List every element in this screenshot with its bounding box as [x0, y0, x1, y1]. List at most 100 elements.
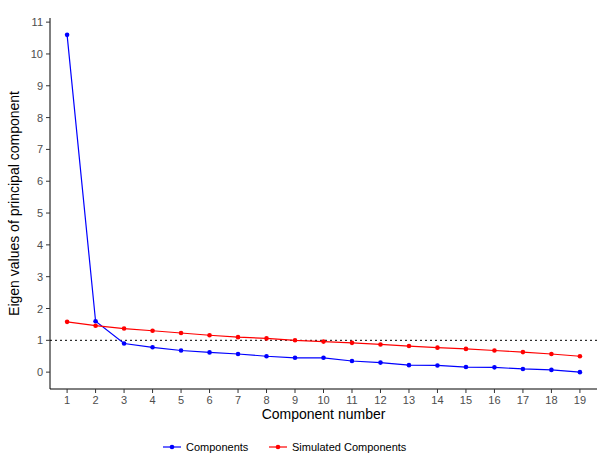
series-point [93, 319, 98, 324]
series-point [350, 341, 355, 346]
x-tick-label: 5 [178, 394, 184, 406]
x-tick-label: 6 [206, 394, 212, 406]
series-point [293, 356, 298, 361]
series-point [407, 363, 412, 368]
x-tick [152, 389, 153, 393]
series-point [578, 354, 583, 359]
x-tick-label: 14 [431, 394, 443, 406]
y-tick-label: 1 [37, 334, 43, 346]
series-point [549, 352, 554, 357]
y-tick [46, 308, 50, 309]
series-point [236, 352, 241, 357]
y-tick [46, 372, 50, 373]
series-point [407, 344, 412, 349]
x-tick-label: 11 [346, 394, 357, 406]
series-point [521, 350, 526, 355]
x-tick [494, 389, 495, 393]
y-axis-line [50, 18, 51, 389]
series-point [578, 370, 583, 375]
x-tick-label: 8 [263, 394, 269, 406]
x-tick [209, 389, 210, 393]
series-point [179, 331, 184, 336]
series-point [150, 328, 155, 333]
y-tick-label: 5 [37, 207, 43, 219]
legend-label: Components [186, 441, 249, 453]
x-tick-label: 3 [121, 394, 127, 406]
series-point [236, 335, 241, 340]
x-tick [408, 389, 409, 393]
x-tick [181, 389, 182, 393]
y-tick-label: 9 [37, 80, 43, 92]
series-point [492, 365, 497, 370]
series-point [464, 347, 469, 352]
series-point [321, 356, 326, 361]
y-tick-label: 2 [37, 303, 43, 315]
series-point [65, 33, 70, 38]
x-tick-label: 17 [517, 394, 529, 406]
series-line [67, 35, 580, 372]
series-point [521, 367, 526, 372]
x-tick [351, 389, 352, 393]
legend-label: Simulated Components [292, 441, 407, 453]
y-tick [46, 340, 50, 341]
y-tick-label: 6 [37, 175, 43, 187]
x-tick [295, 389, 296, 393]
x-tick-label: 13 [403, 394, 415, 406]
series-point [435, 363, 440, 368]
series-point [549, 368, 554, 373]
y-tick [46, 53, 50, 54]
series-point [207, 333, 212, 338]
series-point [293, 338, 298, 343]
series-point [150, 345, 155, 350]
y-tick-label: 4 [37, 239, 43, 251]
y-tick [46, 22, 50, 23]
series-point [350, 359, 355, 364]
x-tick-label: 18 [545, 394, 557, 406]
y-tick [46, 85, 50, 86]
x-tick [124, 389, 125, 393]
y-tick [46, 117, 50, 118]
x-tick-label: 16 [488, 394, 500, 406]
series-point [378, 360, 383, 365]
y-tick [46, 213, 50, 214]
x-tick [67, 389, 68, 393]
x-tick [579, 389, 580, 393]
series-point [122, 326, 127, 331]
y-tick-label: 8 [37, 112, 43, 124]
legend-key-point [276, 445, 281, 450]
x-tick [380, 389, 381, 393]
x-tick [437, 389, 438, 393]
x-tick-label: 7 [235, 394, 241, 406]
series-point [378, 342, 383, 347]
y-tick [46, 244, 50, 245]
x-tick-label: 2 [93, 394, 99, 406]
y-tick [46, 149, 50, 150]
x-tick [522, 389, 523, 393]
series-point [321, 339, 326, 344]
x-tick-label: 4 [150, 394, 156, 406]
series-point [464, 365, 469, 370]
plot-area [50, 33, 597, 375]
x-tick [238, 389, 239, 393]
y-tick-label: 10 [31, 48, 43, 60]
series-line [67, 322, 580, 356]
x-tick-label: 12 [374, 394, 386, 406]
series-point [179, 348, 184, 353]
x-axis-title: Component number [262, 406, 386, 422]
y-tick-label: 0 [37, 366, 43, 378]
y-axis-title: Eigen values of principal component [6, 91, 22, 316]
y-tick-label: 7 [37, 143, 43, 155]
y-tick [46, 276, 50, 277]
series-point [65, 320, 70, 325]
x-tick [465, 389, 466, 393]
series-point [264, 354, 269, 359]
series-point [264, 336, 269, 341]
legend: Components Simulated Components [163, 441, 407, 453]
y-tick [46, 181, 50, 182]
legend-key-point [170, 445, 175, 450]
chart: 0123456789101112345678910111213141516171… [0, 0, 600, 460]
x-tick [95, 389, 96, 393]
x-tick [266, 389, 267, 393]
x-tick-label: 9 [292, 394, 298, 406]
series-point [492, 348, 497, 353]
